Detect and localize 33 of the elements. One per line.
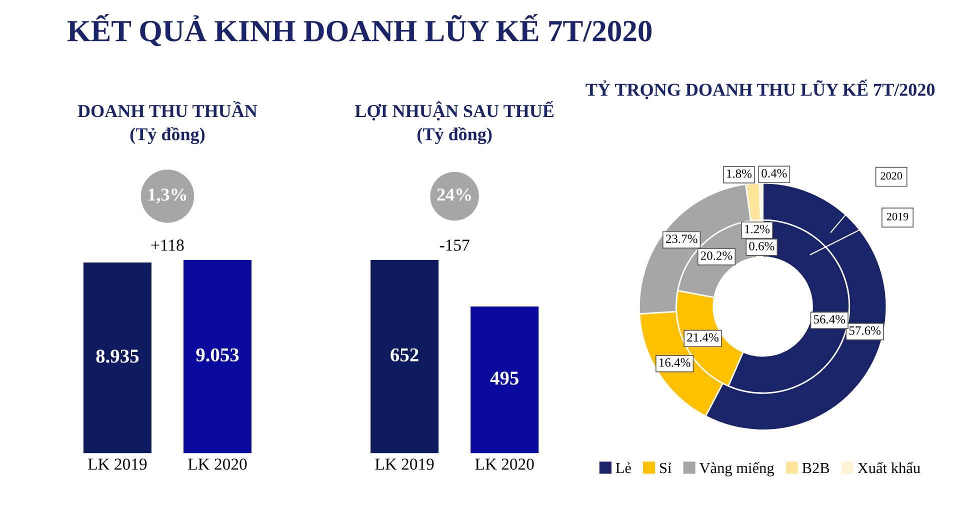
slice-label: 2020 xyxy=(880,172,902,180)
data-label: 57.6% xyxy=(849,326,881,335)
text: 1,3% xyxy=(148,188,186,204)
text: 24% xyxy=(437,188,471,201)
x-tick-label: LK 2020 xyxy=(475,458,534,470)
text: KẾT QUẢ KINH DOANH LŨY KẾ 7T/2020 xyxy=(68,14,652,46)
chart-title: DOANH THU THUẦN xyxy=(78,100,258,118)
legend-label: B2B xyxy=(802,462,830,474)
data-label: 56.4% xyxy=(814,315,846,324)
data-label: 21.4% xyxy=(687,333,718,342)
text: +118 xyxy=(151,240,184,251)
data-label: 9.053 xyxy=(196,348,239,362)
legend-label: Lẻ xyxy=(616,462,631,474)
text: -157 xyxy=(440,240,470,251)
data-label: 495 xyxy=(490,372,518,385)
data-label: 0.4% xyxy=(762,169,787,178)
slice-label: 2019 xyxy=(886,212,908,220)
data-label: 8.935 xyxy=(96,350,139,363)
data-label: 1.8% xyxy=(727,169,752,178)
x-tick-label: LK 2020 xyxy=(188,458,247,470)
x-tick-label: LK 2019 xyxy=(88,458,147,470)
data-label: 16.4% xyxy=(660,358,690,367)
x-tick-label: LK 2019 xyxy=(375,458,434,470)
chart-subtitle: (Tỷ đồng) xyxy=(130,127,205,144)
data-label: 20.2% xyxy=(700,251,732,260)
data-label: 652 xyxy=(390,348,418,362)
chart-subtitle: (Tỷ đồng) xyxy=(417,127,492,144)
chart-title: LỢI NHUẬN SAU THUẾ xyxy=(354,100,554,121)
chart-title: TỶ TRỌNG DOANH THU LŨY KẾ 7T/2020 xyxy=(586,80,935,100)
legend-label: Xuất khẩu xyxy=(858,462,920,474)
legend-label: Vàng miếng xyxy=(699,462,774,476)
data-label: 23.7% xyxy=(666,234,698,244)
legend-label: Sỉ xyxy=(660,462,672,474)
